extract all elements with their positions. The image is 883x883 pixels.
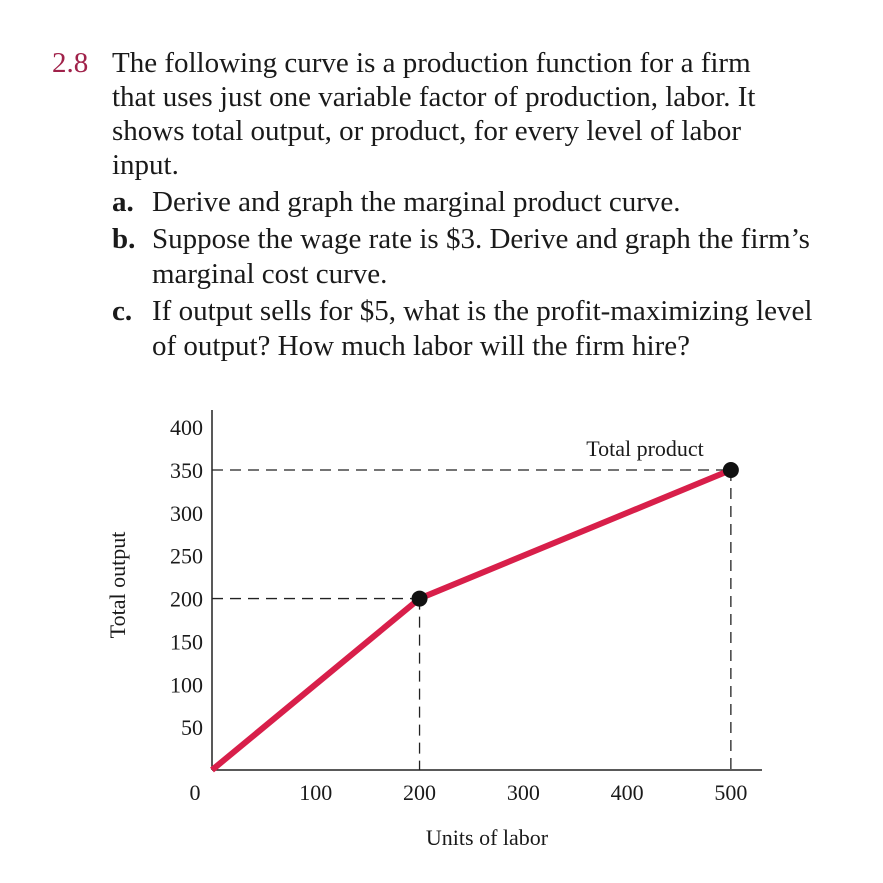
y-tick-label: 350 [170,458,203,483]
part-line: marginal cost curve. [152,258,387,290]
part-label: a. [112,186,134,218]
y-axis-title: Total output [105,532,130,639]
problem-line: input. [112,149,179,181]
point [722,462,739,478]
y-tick-label: 150 [170,629,203,654]
problem-line: The following curve is a production func… [112,47,751,79]
part-label: b. [112,223,135,255]
problem-line: shows total output, or product, for ever… [112,115,741,147]
y-tick-label: 100 [170,672,203,697]
y-tick-label: 300 [170,501,203,526]
x-tick-label: 200 [403,780,436,805]
x-tick-label: 300 [507,780,540,805]
x-tick-label: 400 [611,780,644,805]
y-tick-label: 50 [181,715,203,740]
part-line: of output? How much labor will the firm … [152,330,690,362]
x-tick-label: 100 [299,780,332,805]
x-tick-label: 500 [714,780,747,805]
problem-number: 2.8 [52,47,88,79]
annotation: Total product [586,436,704,461]
line [210,467,733,773]
part-label: c. [112,295,132,327]
problem-line: that uses just one variable factor of pr… [112,81,755,113]
x-tick-label: 0 [190,780,201,805]
y-tick-label: 250 [170,544,203,569]
part-line: Derive and graph the marginal product cu… [152,186,681,218]
part-line: Suppose the wage rate is $3. Derive and … [152,223,810,255]
y-tick-label: 400 [170,415,203,440]
part-line: If output sells for $5, what is the prof… [152,295,812,327]
x-axis-title: Units of labor [426,825,549,850]
point [411,590,428,607]
y-tick-label: 200 [170,587,203,612]
